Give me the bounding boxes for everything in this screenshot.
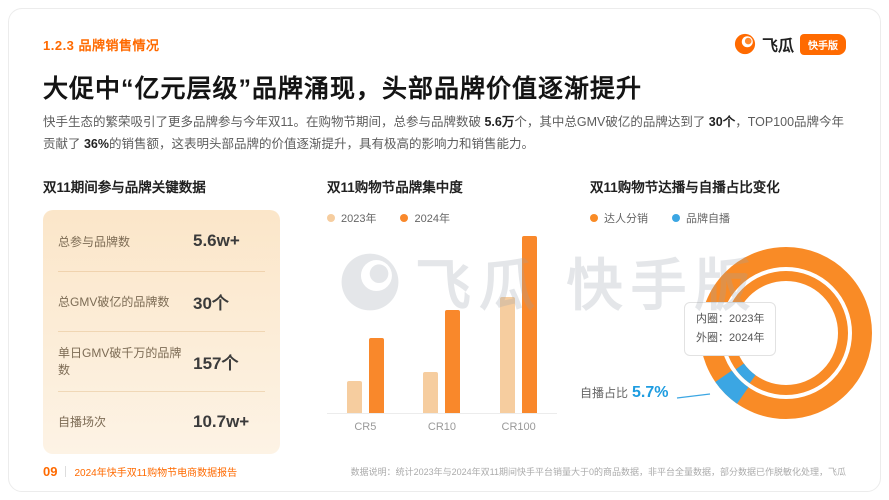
bar-CR10-2023年 xyxy=(423,371,439,413)
legend-item: 达人分销 xyxy=(590,210,648,226)
intro-text: ，TOP100品牌今年贡献了 xyxy=(43,115,845,152)
bar-chart-section: 双11购物节品牌集中度 2023年 2024年 CR5 CR10 CR100 xyxy=(327,176,557,454)
callout-value: 5.7% xyxy=(632,383,669,401)
ring-note-line: 外圈：2024年 xyxy=(696,331,765,344)
donut-outer-selfbroadcast-arc xyxy=(715,369,749,404)
key-data-label: 总参与品牌数 xyxy=(58,234,131,249)
intro-text: 个，其中总GMV破亿的品牌达到了 xyxy=(514,115,709,129)
footer-report-title: 2024年快手双11购物节电商数据报告 xyxy=(74,468,238,479)
legend-dot xyxy=(327,213,335,222)
feigua-logo-text: 飞瓜 xyxy=(761,38,794,55)
page-number: 09 xyxy=(43,464,58,479)
kuaishou-edition-badge: 快手版 xyxy=(800,33,846,55)
bar-category-label: CR5 xyxy=(354,420,377,433)
legend-dot xyxy=(590,213,598,222)
key-data-panel: 总参与品牌数 5.6w+ 总GMV破亿的品牌数 30个单日GMV破千万的品牌数 157个… xyxy=(43,209,280,454)
section-label: 1.2.3 品牌销售情况 xyxy=(43,37,160,53)
donut-chart-legend: 达人分销 品牌自播 xyxy=(590,210,846,226)
key-data-value: 157个 xyxy=(193,353,239,373)
legend-item: 2023年 xyxy=(327,210,376,226)
legend-item: 品牌自播 xyxy=(672,210,730,226)
intro-text: 的销售额，这表明头部品牌的价值逐渐提升，具有极高的影响力和销售能力。 xyxy=(109,137,535,152)
footer-data-note: 数据说明：统计2023年与2024年双11期间快手平台销量大于0的商品数据，非平… xyxy=(350,467,846,477)
bar-CR5-2024年 xyxy=(368,338,384,413)
key-data-title: 双11期间参与品牌关键数据 xyxy=(43,179,206,195)
key-data-label: 自播场次 xyxy=(58,415,107,429)
footer: 09 2024年快手双11购物节电商数据报告 数据说明：统计2023年与2024… xyxy=(43,464,846,479)
intro-highlight: 36% xyxy=(83,137,110,152)
key-data-row: 总GMV破亿的品牌数 30个 xyxy=(58,272,265,332)
ring-note-box: 内圈：2023年 外圈：2024年 xyxy=(684,301,777,356)
key-data-value: 10.7w+ xyxy=(193,411,250,431)
intro-highlight: 5.6万 xyxy=(484,115,515,129)
intro-text: 快手生态的繁荣吸引了更多品牌参与今年双11。在购物节期间，总参与品牌数破 xyxy=(43,115,485,129)
callout-label: 自播占比 xyxy=(580,385,629,400)
selfbroadcast-callout: 自播占比 5.7% xyxy=(580,384,668,402)
key-data-row: 单日GMV破千万的品牌数 157个 xyxy=(58,332,265,392)
key-data-value: 5.6w+ xyxy=(193,231,240,250)
bar-category-label: CR100 xyxy=(501,420,536,433)
legend-item: 2024年 xyxy=(400,210,450,226)
bar-group-CR5 xyxy=(346,236,384,413)
bar-chart-category-labels: CR5 CR10 CR100 xyxy=(327,421,557,433)
key-data-label: 单日GMV破千万的品牌数 xyxy=(58,346,182,377)
bar-group-CR100 xyxy=(500,235,538,413)
bar-chart-plot xyxy=(327,235,557,414)
donut-inner-selfbroadcast-arc xyxy=(735,362,756,383)
bar-group-CR10 xyxy=(423,236,461,413)
bar-CR10-2024年 xyxy=(445,309,461,413)
key-data-section: 双11期间参与品牌关键数据 总参与品牌数 5.6w+ 总GMV破亿的品牌数 30个单日… xyxy=(43,176,280,454)
intro-highlight: 30个 xyxy=(708,115,736,129)
callout-line xyxy=(676,392,711,399)
bar-chart-title: 双11购物节品牌集中度 xyxy=(327,179,463,195)
content-columns: 双11期间参与品牌关键数据 总参与品牌数 5.6w+ 总GMV破亿的品牌数 30个单日… xyxy=(43,176,872,454)
donut-chart-title: 双11购物节达播与自播占比变化 xyxy=(590,179,780,195)
ring-note-line: 内圈：2023年 xyxy=(696,312,765,325)
key-data-label: 总GMV破亿的品牌数 xyxy=(58,294,170,309)
donut-chart-section: 双11购物节达播与自播占比变化 达人分销 品牌自播 内圈：2023年 外圈：2024… xyxy=(562,176,872,454)
top-bar: 1.2.3 品牌销售情况 飞瓜 快手版 xyxy=(43,33,846,55)
report-page: 1.2.3 品牌销售情况 飞瓜 快手版 大促中“亿元层级”品牌涌现，头部品牌价值… xyxy=(8,8,881,492)
intro-paragraph: 快手生态的繁荣吸引了更多品牌参与今年双11。在购物节期间，总参与品牌数破 5.6… xyxy=(43,111,846,156)
bar-chart-legend: 2023年 2024年 xyxy=(327,210,557,226)
legend-dot xyxy=(672,213,680,222)
key-data-value: 30个 xyxy=(193,293,229,313)
feigua-swirl-icon xyxy=(734,33,756,55)
key-data-row: 自播场次 10.7w+ xyxy=(58,392,265,452)
page-title: 大促中“亿元层级”品牌涌现，头部品牌价值逐渐提升 xyxy=(43,75,643,103)
bar-CR100-2024年 xyxy=(522,235,538,413)
footer-divider xyxy=(65,466,67,477)
bar-CR5-2023年 xyxy=(346,380,362,413)
donut-chart-area: 内圈：2023年 外圈：2024年 自播占比 5.7% xyxy=(562,236,872,441)
bar-category-label: CR10 xyxy=(427,420,457,433)
bar-CR100-2023年 xyxy=(500,297,516,413)
key-data-row: 总参与品牌数 5.6w+ xyxy=(58,212,265,272)
feigua-logo: 飞瓜 快手版 xyxy=(734,32,846,56)
legend-dot xyxy=(400,213,409,222)
